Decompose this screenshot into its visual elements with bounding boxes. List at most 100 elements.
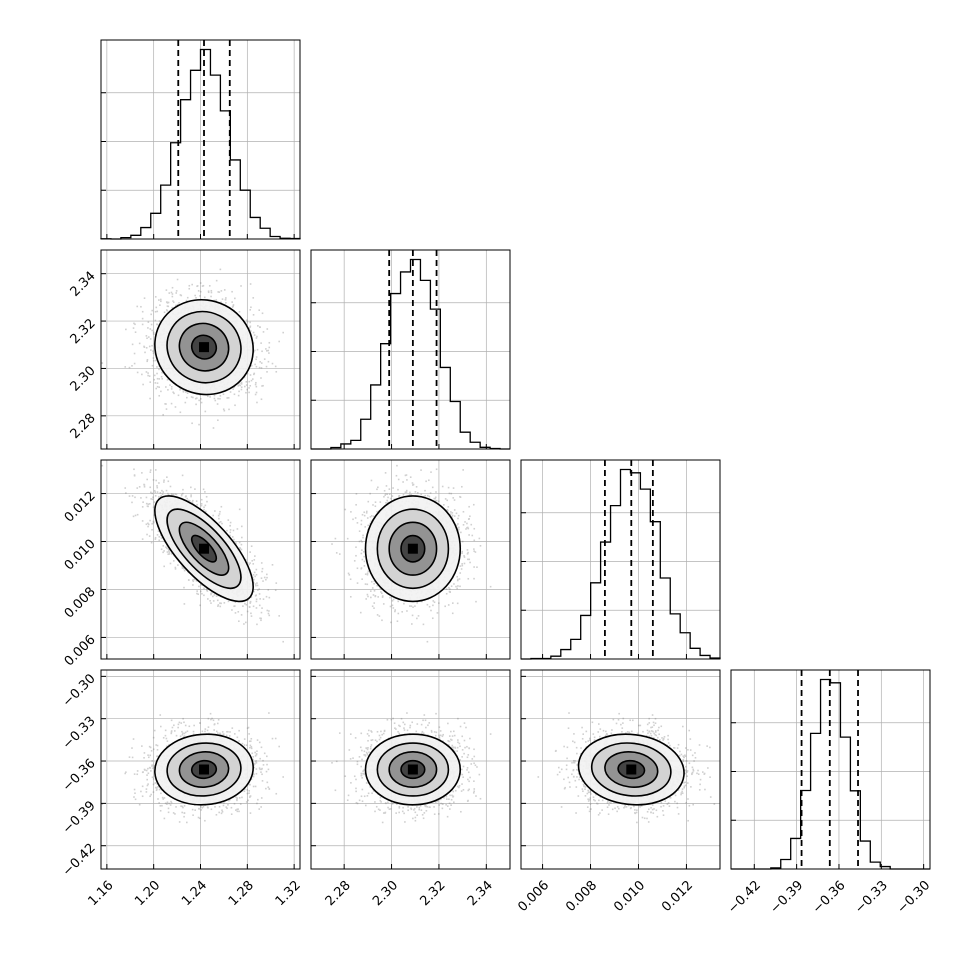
- sample-point: [152, 333, 155, 335]
- sample-point: [253, 590, 255, 593]
- sample-point: [217, 514, 220, 517]
- sample-point: [448, 587, 450, 589]
- sample-point: [175, 493, 178, 496]
- sample-point: [169, 384, 171, 386]
- sample-point: [190, 494, 192, 496]
- sample-point: [161, 377, 164, 380]
- sample-point: [226, 529, 228, 532]
- sample-point: [146, 358, 149, 361]
- sample-point: [254, 349, 256, 352]
- sample-point: [158, 495, 160, 498]
- sample-point: [140, 497, 142, 499]
- sample-point: [268, 346, 271, 349]
- sample-point: [267, 349, 270, 352]
- sample-point: [278, 340, 280, 343]
- sample-point: [275, 582, 278, 584]
- sample-point: [180, 493, 183, 496]
- sample-point: [145, 335, 148, 337]
- sample-point: [249, 283, 252, 285]
- sample-point: [255, 385, 258, 388]
- sample-point: [142, 383, 144, 386]
- sample-point: [261, 567, 264, 570]
- sample-point: [255, 594, 257, 597]
- sample-point: [148, 503, 151, 505]
- sample-point: [232, 529, 235, 532]
- sample-point: [171, 306, 173, 309]
- sample-point: [136, 305, 139, 308]
- sample-point: [160, 534, 162, 536]
- sample-point: [267, 589, 270, 591]
- sample-point: [152, 521, 155, 523]
- sample-point: [133, 322, 135, 325]
- sample-point: [255, 381, 257, 384]
- sample-point: [152, 331, 155, 334]
- sample-point: [223, 289, 226, 291]
- sample-point: [180, 294, 183, 297]
- sample-point: [239, 547, 241, 550]
- sample-point: [210, 602, 212, 604]
- sample-point: [147, 523, 150, 526]
- sample-point: [172, 301, 175, 304]
- sample-point: [219, 520, 222, 523]
- sample-point: [235, 542, 237, 544]
- sample-point: [161, 371, 164, 374]
- sample-point: [158, 299, 160, 301]
- sample-point: [255, 573, 258, 576]
- sample-point: [232, 304, 235, 306]
- sample-point: [241, 536, 243, 539]
- sample-point: [260, 562, 263, 564]
- sample-point: [259, 617, 261, 620]
- sample-point: [240, 548, 243, 551]
- sample-point: [238, 508, 241, 511]
- sample-point: [219, 602, 221, 604]
- sample-point: [196, 592, 198, 595]
- sample-point: [192, 580, 195, 583]
- sample-point: [219, 605, 222, 608]
- sample-point: [249, 551, 251, 553]
- sample-point: [170, 493, 173, 495]
- sample-point: [194, 294, 196, 297]
- sample-point: [147, 321, 150, 323]
- sample-point: [207, 291, 210, 294]
- sample-point: [204, 504, 207, 507]
- sample-point: [229, 534, 231, 537]
- sample-point: [188, 579, 190, 581]
- sample-point: [186, 392, 189, 395]
- sample-point: [167, 389, 169, 391]
- sample-point: [256, 582, 258, 584]
- sample-point: [274, 365, 277, 368]
- sample-point: [207, 598, 209, 600]
- sample-point: [187, 579, 190, 581]
- sample-point: [198, 423, 200, 426]
- sample-point: [255, 600, 258, 603]
- sample-point: [171, 295, 174, 298]
- y-tick-label: 2.28: [68, 411, 99, 442]
- sample-point: [161, 371, 163, 374]
- sample-point: [166, 378, 169, 381]
- sample-point: [199, 282, 202, 284]
- sample-point: [204, 410, 207, 413]
- sample-point: [262, 598, 265, 600]
- sample-point: [154, 469, 157, 471]
- sample-point: [242, 605, 244, 607]
- sample-point: [159, 298, 162, 301]
- sample-point: [133, 352, 136, 355]
- sample-point: [131, 343, 134, 346]
- sample-point: [234, 612, 237, 614]
- sample-point: [206, 589, 208, 591]
- sample-point: [133, 362, 136, 365]
- sample-point: [248, 327, 251, 330]
- sample-point: [170, 388, 173, 390]
- sample-point: [149, 338, 152, 340]
- sample-point: [153, 501, 156, 503]
- sample-point: [133, 474, 136, 477]
- sample-point: [145, 523, 148, 526]
- sample-point: [147, 525, 149, 528]
- sample-point: [165, 309, 168, 311]
- sample-point: [156, 310, 159, 313]
- sample-point: [282, 331, 284, 334]
- sample-point: [125, 492, 127, 494]
- sample-point: [154, 319, 157, 322]
- sample-point: [256, 335, 258, 338]
- sample-point: [171, 286, 174, 289]
